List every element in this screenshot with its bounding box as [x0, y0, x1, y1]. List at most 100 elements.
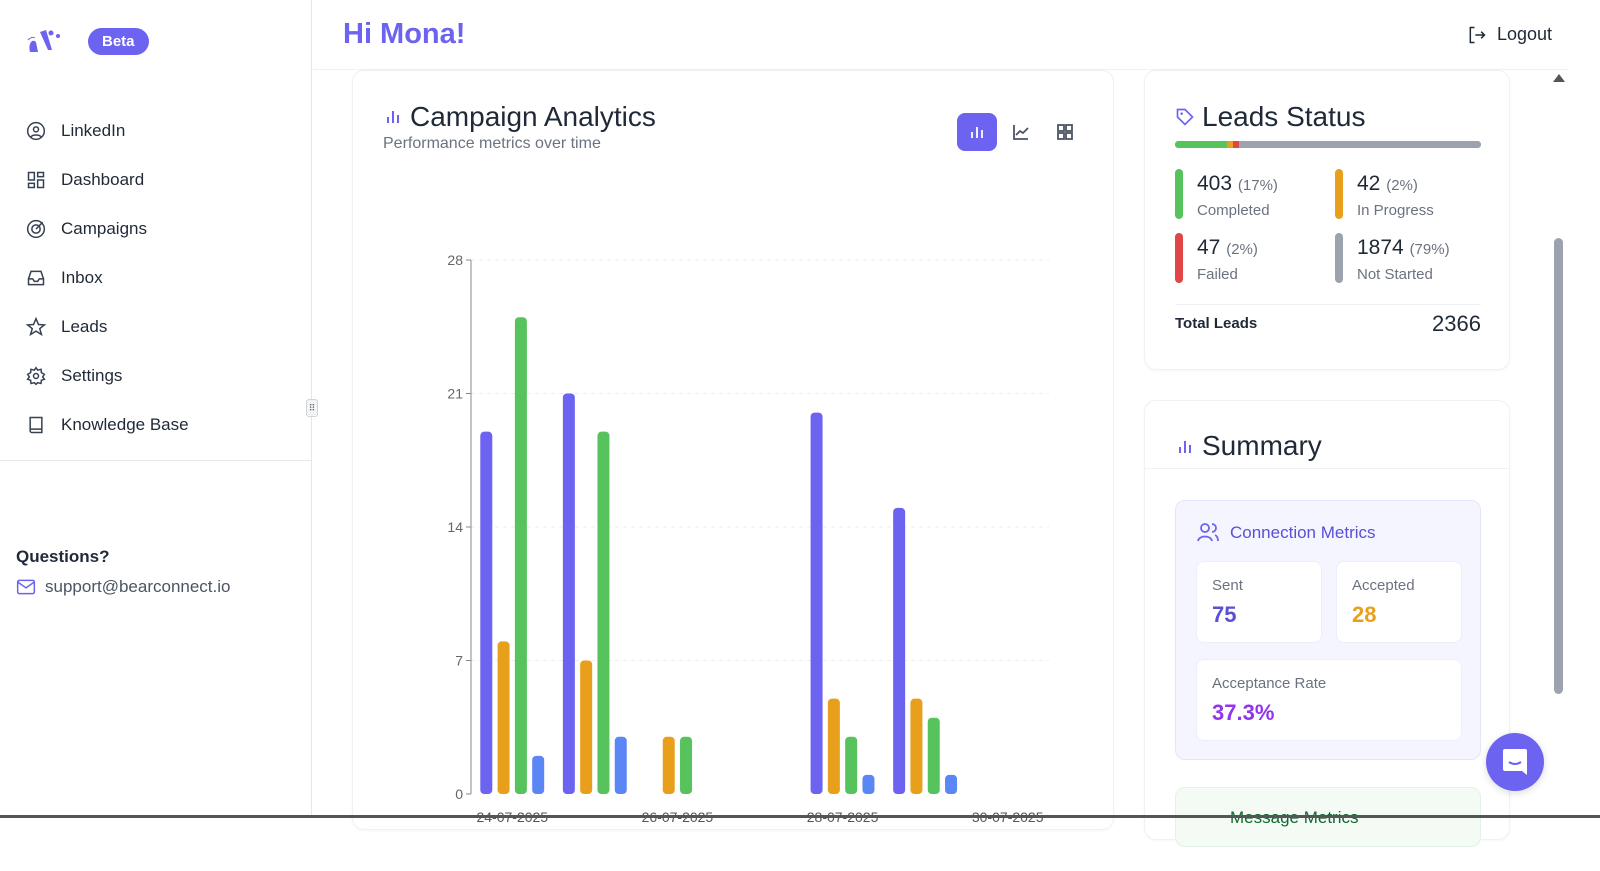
progress-segment: [1239, 141, 1481, 148]
bar: [480, 431, 493, 794]
bar: [597, 431, 610, 794]
bar-chart-icon: [1179, 441, 1191, 453]
connection-metrics-title: Connection Metrics: [1230, 523, 1376, 542]
sidebar-item-label: Inbox: [61, 267, 103, 287]
lead-stat-failed: 47 (2%) Failed: [1175, 233, 1325, 283]
total-leads: Total Leads 2366: [1175, 304, 1481, 336]
sidebar-nav: LinkedIn Dashboard Campaigns Inbox Leads…: [0, 106, 311, 461]
bar: [662, 736, 675, 794]
tag-icon: [1176, 108, 1194, 126]
sidebar-item-label: Dashboard: [61, 169, 145, 189]
sidebar-item-leads[interactable]: Leads: [0, 302, 311, 351]
summary-header: Summary: [1145, 401, 1509, 469]
scroll-up-icon[interactable]: [1553, 74, 1565, 82]
acceptance-rate-value: 37.3%: [1212, 700, 1275, 725]
beta-badge: Beta: [88, 28, 149, 55]
leads-progress-bar: [1175, 141, 1481, 148]
inbox-icon: [27, 270, 45, 285]
bar: [945, 774, 958, 794]
bar: [532, 755, 545, 794]
bar: [845, 736, 858, 794]
chat-icon: [1503, 749, 1527, 775]
message-metrics-title: Message Metrics: [1230, 808, 1358, 828]
stat-value: 1874 (79%): [1357, 236, 1450, 259]
analytics-title: Campaign Analytics: [410, 101, 656, 132]
campaign-analytics-card: Campaign Analytics Performance metrics o…: [352, 70, 1114, 830]
divider: [0, 815, 1600, 818]
progress-segment: [1233, 141, 1240, 148]
status-color-bar: [1175, 169, 1183, 219]
grid-icon: [1057, 124, 1073, 140]
sidebar-item-label: Settings: [61, 365, 123, 385]
leads-title: Leads Status: [1202, 101, 1366, 132]
y-tick-label: 28: [447, 252, 463, 268]
scrollbar-thumb[interactable]: [1554, 238, 1563, 694]
logout-button[interactable]: Logout: [1467, 24, 1552, 45]
sidebar-item-settings[interactable]: Settings: [0, 351, 311, 400]
sidebar-item-campaigns[interactable]: Campaigns: [0, 204, 311, 253]
line-chart-icon: [1013, 125, 1029, 140]
bar: [810, 412, 823, 794]
bar: [497, 641, 510, 794]
bar: [910, 698, 923, 794]
users-icon: [1197, 523, 1219, 542]
sidebar-item-inbox[interactable]: Inbox: [0, 253, 311, 302]
status-color-bar: [1175, 233, 1183, 283]
acceptance-rate-metric: Acceptance Rate 37.3%: [1196, 659, 1462, 741]
sidebar-resize-handle[interactable]: ⠿: [306, 399, 318, 417]
mail-icon: [16, 579, 36, 595]
accepted-metric: Accepted 28: [1336, 561, 1462, 643]
sent-label: Sent: [1212, 577, 1243, 594]
analytics-subtitle: Performance metrics over time: [383, 135, 601, 152]
bar-view-button[interactable]: [957, 113, 997, 151]
scrollbar[interactable]: [1552, 70, 1568, 816]
y-tick-label: 21: [447, 386, 463, 402]
summary-card: Summary Connection Metrics Sent 75 Accept…: [1144, 400, 1510, 847]
stat-label: Completed: [1197, 202, 1270, 219]
gear-icon: [26, 365, 46, 385]
bar: [927, 717, 940, 794]
stat-label: Not Started: [1357, 266, 1433, 283]
sidebar-item-dashboard[interactable]: Dashboard: [0, 155, 311, 204]
user-circle-icon: [26, 121, 46, 140]
grid-icon: [27, 171, 45, 188]
lead-stat-not-started: 1874 (79%) Not Started: [1335, 233, 1485, 283]
sent-value: 75: [1212, 602, 1237, 627]
support-email-link[interactable]: support@bearconnect.io: [16, 577, 230, 597]
accepted-label: Accepted: [1352, 577, 1415, 594]
stat-value: 42 (2%): [1357, 172, 1418, 195]
bar: [862, 774, 875, 794]
total-leads-value: 2366: [1432, 311, 1481, 336]
lead-stat-completed: 403 (17%) Completed: [1175, 169, 1325, 219]
stat-value: 47 (2%): [1197, 236, 1258, 259]
progress-segment: [1175, 141, 1228, 148]
target-icon: [26, 219, 46, 238]
sidebar-item-linkedin[interactable]: LinkedIn: [0, 106, 311, 155]
status-color-bar: [1335, 233, 1343, 283]
star-icon: [26, 316, 46, 336]
bar: [562, 393, 575, 794]
bar: [514, 317, 527, 794]
logo[interactable]: [26, 26, 66, 61]
page-title: Hi Mona!: [343, 18, 466, 50]
bar: [614, 736, 627, 794]
support-email: support@bearconnect.io: [45, 577, 231, 596]
sidebar-item-label: Campaigns: [61, 218, 147, 238]
chat-launcher-button[interactable]: [1486, 733, 1544, 791]
acceptance-rate-label: Acceptance Rate: [1212, 675, 1327, 692]
stat-label: In Progress: [1357, 202, 1434, 219]
total-leads-label: Total Leads: [1175, 315, 1258, 332]
bar-chart-icon: [387, 111, 399, 123]
status-color-bar: [1335, 169, 1343, 219]
sidebar-item-knowledge-base[interactable]: Knowledge Base: [0, 400, 311, 449]
header: Hi Mona! Logout: [313, 0, 1568, 70]
questions-label: Questions?: [16, 547, 110, 566]
bar-chart: 0714212824-07-202526-07-202528-07-202530…: [447, 252, 1049, 825]
y-tick-label: 7: [455, 653, 463, 669]
line-view-button[interactable]: [1001, 113, 1041, 151]
grid-view-button[interactable]: [1045, 113, 1085, 151]
logout-label: Logout: [1496, 24, 1552, 44]
bar: [827, 698, 840, 794]
lead-stat-in-progress: 42 (2%) In Progress: [1335, 169, 1485, 219]
sidebar-item-label: Knowledge Base: [61, 414, 189, 434]
